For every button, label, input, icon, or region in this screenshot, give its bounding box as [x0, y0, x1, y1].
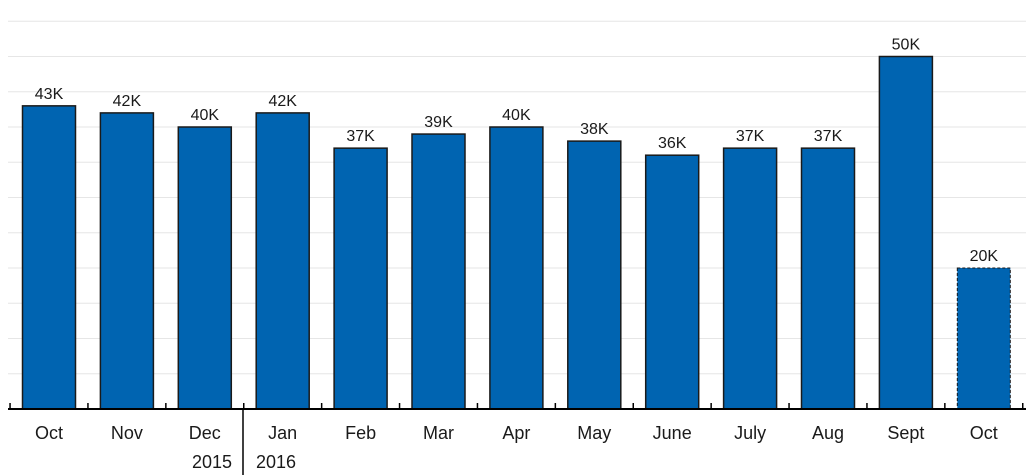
tick-label: Mar: [423, 423, 454, 443]
data-label: 36K: [658, 135, 687, 152]
data-label: 40K: [502, 107, 531, 124]
bar: [644, 154, 700, 410]
year-label-2016: 2016: [256, 452, 296, 472]
data-label: 39K: [424, 114, 453, 131]
category-labels: Oct Nov Dec Jan Feb Mar Apr May June July Aug Sept O…: [35, 423, 998, 443]
data-label: 42K: [268, 93, 297, 110]
tick-label: Nov: [111, 423, 143, 443]
tick-label: Jan: [268, 423, 297, 443]
tick-label: June: [653, 423, 692, 443]
data-label: 40K: [191, 107, 220, 124]
tick-label: Dec: [189, 423, 221, 443]
tick-label: Feb: [345, 423, 376, 443]
data-label: 20K: [970, 248, 999, 265]
bar: [333, 147, 388, 410]
bar: [21, 105, 77, 410]
data-label: 37K: [346, 128, 375, 145]
bar: [99, 112, 155, 410]
bars: [21, 55, 1011, 410]
bar: [411, 133, 466, 410]
data-label: 38K: [580, 121, 609, 138]
bar: [567, 140, 622, 410]
tick-label: Sept: [887, 423, 924, 443]
bar: [956, 267, 1011, 410]
bar: [878, 55, 934, 410]
tick-label: Aug: [812, 423, 844, 443]
tick-label: May: [577, 423, 611, 443]
data-label: 43K: [35, 86, 64, 103]
tick-label: July: [734, 423, 766, 443]
x-axis: [8, 403, 1026, 410]
data-label: 37K: [736, 128, 765, 145]
data-label: 37K: [814, 128, 843, 145]
value-labels: 43K 42K 40K 42K 37K 39K 40K 38K 36K 37K 37K 50K 20K: [35, 37, 999, 266]
data-label: 50K: [892, 37, 921, 54]
year-labels: 2015 2016: [192, 409, 296, 475]
year-label-2015: 2015: [192, 452, 232, 472]
bar: [177, 126, 233, 410]
tick-label: Oct: [35, 423, 63, 443]
bar: [722, 147, 778, 410]
tick-label: Apr: [502, 423, 530, 443]
data-label: 42K: [113, 93, 142, 110]
bar: [489, 126, 544, 410]
bar: [255, 112, 310, 410]
tick-label: Oct: [970, 423, 998, 443]
bar: [800, 147, 856, 410]
